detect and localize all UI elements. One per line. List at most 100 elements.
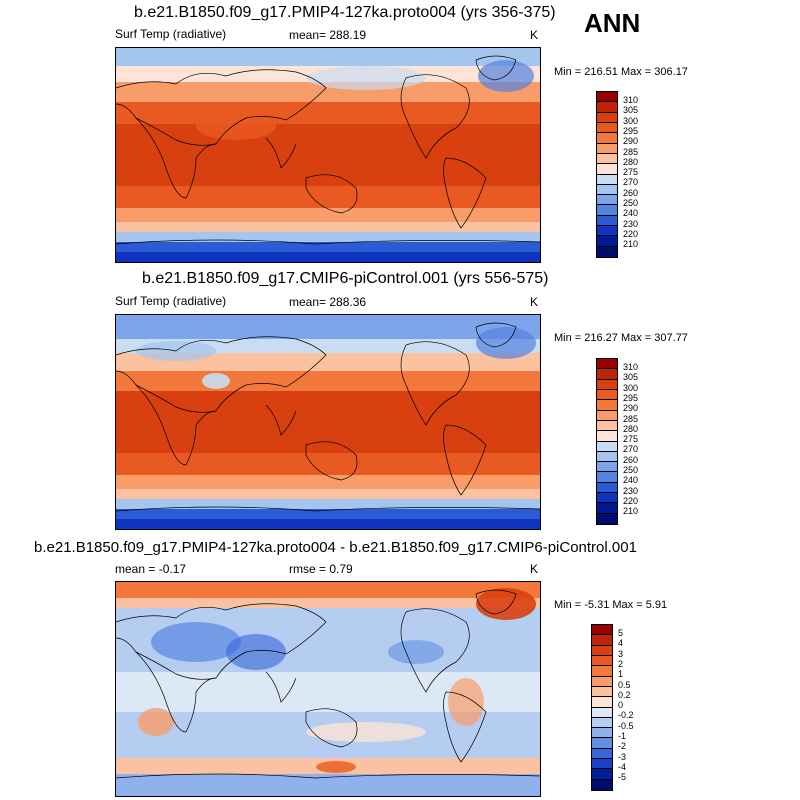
panel-3-cbar-tick: -0.2 [618,710,634,721]
panel-1-cbar-tick: 230 [623,218,639,229]
panel-3-map [115,581,541,797]
panel-3-cbar-tick: 1 [618,669,624,680]
panel-1-cbar-swatch [597,184,617,196]
panel-3-cbar-swatch [592,748,612,760]
panel-3-colorbar-labels: 5 4 3 2 1 0.5 0.2 0 -0.2 -0.5 -1 -2 -3 -… [618,624,658,789]
panel-1-cbar-tick: 280 [623,156,639,167]
panel-3-cbar-tick: -0.5 [618,720,634,731]
panel-3-cbar-tick: 4 [618,638,624,649]
panel-1-cbar-swatch [597,205,617,216]
panel-2-cbar-tick: 240 [623,475,639,486]
panel-3-cbar-swatch [592,759,612,770]
panel-2-cbar-swatch [597,420,617,432]
panel-2-cbar-tick: 290 [623,403,639,414]
panel-1-cbar-tick: 295 [623,125,639,136]
panel-2-cbar-tick: 220 [623,495,639,506]
panel-2-cbar-tick: 210 [623,506,639,517]
panel-3-cbar-swatch [592,625,612,636]
panel-1-colorbar-labels: 310 305 300 295 290 285 280 275 270 260 … [623,91,663,256]
panel-2-cbar-tick: 310 [623,362,639,372]
panel-2-cbar-swatch [597,369,617,380]
panel-2-cbar-tick: 275 [623,434,639,445]
panel-1-cbar-tick: 310 [623,95,639,105]
panel-1-cbar-swatch [597,174,617,185]
panel-2-cbar-swatch [597,451,617,463]
panel-1-cbar-swatch [597,122,617,134]
panel-2-cbar-tick: 250 [623,465,639,475]
panel-2-cbar-swatch [597,503,617,514]
panel-1-cbar-swatch [597,164,617,175]
panel-1-minmax: Min = 216.51 Max = 306.17 [554,66,688,78]
panel-3-cbar-tick: -2 [618,741,627,752]
panel-3-cbar-tick: 0.5 [618,679,631,690]
panel-2-colorbar-labels: 310 305 300 295 290 285 280 275 270 260 … [623,358,663,523]
panel-1-cbar-swatch [597,92,617,103]
panel-2-map [115,314,541,530]
panel-3-cbar-swatch [592,635,612,646]
panel-3-cbar-swatch [592,686,612,698]
panel-1-cbar-tick: 270 [623,177,639,188]
panel-2-cbar-tick: 260 [623,454,639,465]
panel-3-cbar-tick: -1 [618,731,627,741]
panel-1-cbar-swatch [597,195,617,206]
panel-2-cbar-tick: 280 [623,423,639,434]
panel-2-title: b.e21.B1850.f09_g17.CMIP6-piControl.001 … [142,270,549,287]
panel-1-cbar-tick: 220 [623,228,639,239]
panel-3-cbar-swatch [592,769,612,780]
panel-2-cbar-tick: 305 [623,372,639,383]
panel-3-cbar-tick: 2 [618,658,624,669]
panel-2-colorbar [596,358,618,525]
panel-3-cbar-swatch [592,728,612,739]
panel-1-cbar-swatch [597,215,617,227]
panel-2-cbar-swatch [597,359,617,370]
panel-3-cbar-swatch [592,707,612,718]
panel-3-cbar-tick: 3 [618,648,624,659]
panel-1-cbar-swatch [597,133,617,144]
panel-1-cbar-tick: 240 [623,208,639,219]
panel-3-colorbar [591,624,613,791]
panel-1-cbar-tick: 300 [623,115,639,126]
panel-3-rmse: rmse = 0.79 [289,562,353,576]
panel-1-cbar-tick: 275 [623,167,639,178]
panel-1-cbar-swatch [597,226,617,237]
panel-2-cbar-tick: 295 [623,392,639,403]
panel-1-colorbar [596,91,618,258]
panel-1-cbar-tick: 210 [623,239,639,250]
panel-1-cbar-tick: 285 [623,146,639,157]
panel-2-cbar-swatch [597,431,617,442]
panel-2-cbar-swatch [597,472,617,483]
panel-2-cbar-tick: 270 [623,444,639,455]
panel-1-cbar-swatch [597,112,617,123]
panel-1-cbar-tick: 305 [623,105,639,116]
panel-3-mean: mean = -0.17 [115,562,187,576]
panel-3-map-svg [116,582,540,796]
panel-1-cbar-swatch [597,246,617,257]
season-label: ANN [584,8,641,38]
panel-1-units: K [530,28,539,42]
panel-2-cbar-swatch [597,389,617,401]
panel-1-map-svg [116,48,540,262]
panel-2-cbar-swatch [597,400,617,411]
panel-2-cbar-swatch [597,462,617,473]
panel-3-minmax: Min = -5.31 Max = 5.91 [554,599,668,611]
panel-3-units: K [530,562,539,576]
panel-1-cbar-tick: 250 [623,198,639,208]
panel-3-cbar-tick: -5 [618,772,627,783]
panel-3-cbar-swatch [592,645,612,656]
panel-1-cbar-swatch [597,143,617,154]
panel-3-cbar-swatch [592,697,612,708]
panel-1-map [115,47,541,263]
panel-3-cbar-swatch [592,655,612,667]
panel-3-cbar-tick: 0 [618,700,624,711]
panel-2-cbar-tick: 285 [623,413,639,424]
panel-3-cbar-swatch [592,666,612,677]
panel-2-cbar-swatch [597,513,617,524]
panel-1-cbar-swatch [597,236,617,247]
panel-3-cbar-tick: 5 [618,628,624,638]
panel-2-cbar-swatch [597,493,617,504]
panel-2-mean: mean= 288.36 [289,295,367,309]
panel-3-cbar-swatch [592,779,612,790]
panel-3-cbar-swatch [592,717,612,729]
panel-3-title: b.e21.B1850.f09_g17.PMIP4-127ka.proto004… [34,539,637,556]
panel-2-cbar-swatch [597,410,617,421]
